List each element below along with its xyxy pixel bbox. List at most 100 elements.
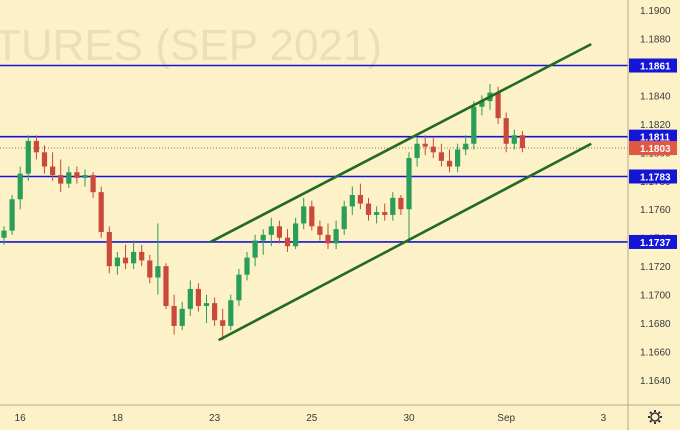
candle-body — [252, 240, 258, 258]
price-tick-label: 1.1660 — [640, 348, 671, 359]
candle-body — [284, 237, 291, 247]
time-tick-label: 23 — [209, 413, 221, 424]
price-badges: 1.1861 1.1811 1.1783 1.1737 1.1803 — [629, 58, 677, 249]
candle-body — [438, 152, 444, 161]
candle-body — [382, 212, 388, 215]
candle-body — [398, 197, 404, 210]
candle-body — [195, 288, 201, 306]
time-tick-label: 25 — [306, 413, 318, 424]
candle-body — [139, 251, 145, 261]
candle-body — [171, 306, 177, 326]
price-tick-label: 1.1880 — [640, 34, 671, 45]
candle-body — [74, 172, 80, 178]
candle-body — [187, 288, 193, 309]
candle-body — [236, 274, 242, 301]
price-tick-label: 1.1820 — [640, 120, 671, 131]
candle-body — [455, 149, 461, 167]
level-badge-3-bg — [629, 234, 677, 249]
candle-body — [33, 140, 39, 153]
candle-body — [147, 260, 153, 278]
level-badge-0: 1.1861 — [640, 62, 671, 73]
candle-body — [220, 320, 226, 326]
candle-body — [503, 118, 509, 144]
time-tick-label: Sep — [497, 413, 515, 424]
price-tick-label: 1.1840 — [640, 91, 671, 102]
candle-body — [463, 143, 469, 150]
price-tick-label: 1.1760 — [640, 205, 671, 216]
candle-body — [325, 234, 331, 244]
candle-body — [479, 101, 485, 107]
candle-body — [349, 195, 355, 207]
time-tick-label: 30 — [403, 413, 415, 424]
candle-body — [179, 308, 185, 326]
price-tick-label: 1.1640 — [640, 376, 671, 387]
current-price-badge: 1.1803 — [640, 144, 671, 155]
candle-body — [114, 257, 120, 267]
candle-body — [519, 135, 525, 149]
level-badge-2-bg — [629, 169, 677, 184]
candle-body — [414, 143, 420, 158]
current-price-badge-bg — [629, 141, 677, 156]
candle-body — [430, 146, 436, 153]
candle-body — [471, 106, 477, 144]
candle-body — [106, 232, 112, 267]
candle-body — [422, 143, 428, 147]
time-tick-label: 16 — [15, 413, 27, 424]
candle-body — [155, 266, 161, 278]
time-axis[interactable]: 16 18 23 25 30 Sep 3 — [15, 413, 607, 424]
candle-body — [357, 195, 363, 204]
candle-body — [511, 135, 517, 144]
candle-body — [317, 226, 323, 235]
candle-body — [309, 206, 315, 227]
candle-body — [374, 212, 380, 215]
candle-body — [333, 229, 339, 244]
time-tick-label: 18 — [112, 413, 124, 424]
candle-body — [41, 152, 48, 167]
candle-body — [365, 203, 372, 215]
candle-body — [244, 257, 250, 275]
candle-body — [390, 197, 396, 215]
candle-body — [1, 230, 7, 238]
candle-body — [131, 251, 137, 264]
candle-body — [341, 206, 347, 230]
candle-body — [276, 226, 282, 238]
candle-body — [203, 303, 210, 306]
candle-body — [268, 226, 274, 235]
level-badge-2: 1.1783 — [640, 173, 671, 184]
candle-body — [293, 223, 299, 247]
price-tick-label: 1.1680 — [640, 319, 671, 330]
channel-line-0[interactable] — [209, 43, 592, 244]
symbol-watermark: TURES (SEP 2021) — [0, 21, 382, 70]
candle-body — [406, 158, 412, 210]
candle-body — [58, 175, 64, 184]
price-tick-label: 1.1720 — [640, 262, 671, 273]
candle-body — [122, 257, 129, 264]
candle-body — [50, 166, 56, 176]
candle-body — [212, 303, 218, 321]
price-tick-label: 1.1900 — [640, 6, 671, 17]
candle-body — [446, 160, 453, 167]
settings-gear-icon[interactable] — [648, 410, 662, 424]
candle-body — [301, 206, 307, 224]
level-badge-3: 1.1737 — [640, 238, 671, 249]
candle-body — [163, 266, 169, 306]
level-badge-1: 1.1811 — [640, 133, 670, 144]
candle-body — [82, 175, 88, 178]
candle-body — [495, 92, 501, 119]
candle-body — [98, 192, 104, 232]
level-badge-0-bg — [629, 58, 677, 73]
candle-body — [228, 300, 234, 326]
trend-channel[interactable] — [209, 43, 592, 342]
candle-body — [25, 140, 31, 174]
candle-body — [9, 199, 15, 231]
time-tick-label: 3 — [601, 413, 607, 424]
time-axis-bg[interactable] — [0, 405, 680, 430]
price-tick-label: 1.1700 — [640, 291, 671, 302]
candle-body — [90, 175, 96, 193]
level-badge-1-bg — [629, 129, 677, 144]
plot-area — [0, 0, 628, 405]
candle-body — [260, 234, 266, 241]
channel-line-1[interactable] — [218, 142, 592, 342]
candle-body — [66, 172, 72, 184]
